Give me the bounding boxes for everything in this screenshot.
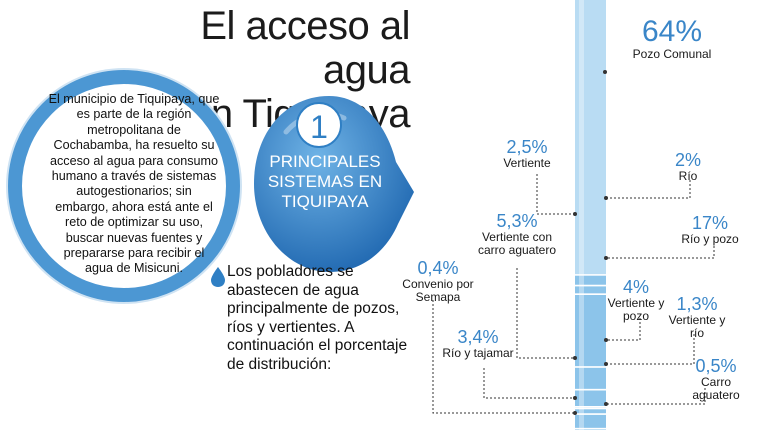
category-label: Pozo Comunal — [632, 47, 712, 61]
label-pozo-comunal: 64% Pozo Comunal — [624, 16, 720, 61]
column-segment-3 — [575, 284, 606, 294]
category-label: Vertiente y pozo — [607, 296, 665, 323]
leader-line — [516, 268, 575, 359]
segment-divider — [575, 274, 606, 276]
label-convenio-semapa: 0,4% Convenio por Semapa — [398, 258, 478, 304]
category-label: Río y tajamar — [442, 346, 514, 360]
column-segment-6 — [575, 388, 606, 406]
category-label: Vertiente con carro aguatero — [477, 230, 557, 257]
leader-dot — [573, 396, 577, 400]
leader-dot — [604, 338, 608, 342]
data-label: 64% — [641, 15, 703, 48]
segment-divider — [575, 427, 606, 430]
segment-divider — [575, 406, 606, 408]
category-label: Carro aguatero — [692, 375, 740, 402]
leader-dot — [604, 196, 608, 200]
segment-divider — [575, 366, 606, 368]
segment-divider — [575, 293, 606, 295]
intro-text: El municipio de Tiquipaya, que es parte … — [48, 92, 220, 276]
segment-divider — [575, 413, 606, 415]
column-segment-1 — [575, 0, 606, 275]
category-label: Convenio por Semapa — [402, 277, 474, 304]
leader-dot — [573, 411, 577, 415]
leader-dot — [604, 256, 608, 260]
leader-dot — [604, 362, 608, 366]
data-label: 0,4% — [417, 258, 459, 278]
leader-line — [432, 300, 575, 414]
title-line-1: El acceso al agua — [200, 4, 410, 92]
leader-dot — [603, 70, 607, 74]
label-rio-y-tajamar: 3,4% Río y tajamar — [436, 327, 520, 360]
label-rio: 2% Río — [660, 150, 716, 183]
data-label: 4% — [622, 277, 649, 297]
label-vertiente-y-rio: 1,3% Vertiente y río — [664, 294, 730, 340]
column-segment-8 — [575, 407, 606, 414]
segment-divider — [575, 388, 606, 391]
leader-line — [606, 180, 691, 199]
leader-dot — [604, 402, 608, 406]
distribution-intro: Los pobladores se abastecen de agua prin… — [227, 263, 408, 373]
water-drop-icon — [211, 267, 225, 287]
label-rio-y-pozo: 17% Río y pozo — [668, 213, 752, 246]
leader-dot — [573, 356, 577, 360]
leader-line — [483, 368, 575, 399]
data-label: 1,3% — [676, 294, 718, 314]
column-segment-9 — [575, 413, 606, 428]
column-highlight — [579, 0, 584, 430]
data-label: 0,5% — [695, 356, 737, 376]
column-segment-4 — [575, 293, 606, 367]
data-label: 2% — [674, 150, 701, 170]
leader-dot — [573, 212, 577, 216]
category-label: Río — [678, 169, 698, 183]
data-label: 5,3% — [496, 211, 538, 231]
segment-divider — [575, 407, 606, 410]
column-segment-5 — [575, 366, 606, 389]
column-segment-2 — [575, 274, 606, 285]
category-label: Río y pozo — [681, 232, 739, 246]
label-vertiente: 2,5% Vertiente — [492, 137, 562, 170]
leader-line — [606, 318, 641, 341]
data-label: 3,4% — [457, 327, 499, 347]
label-vertiente-carro-aguatero: 5,3% Vertiente con carro aguatero — [474, 211, 560, 257]
leader-line — [606, 334, 695, 365]
badge-number: 1 — [296, 102, 342, 148]
segment-divider — [575, 284, 606, 287]
badge-text: PRINCIPALES SISTEMAS EN TIQUIPAYA — [267, 152, 383, 211]
leader-line — [536, 174, 575, 215]
leader-line — [606, 388, 706, 405]
category-label: Vertiente y río — [668, 313, 726, 340]
data-label: 2,5% — [506, 137, 548, 157]
label-vertiente-y-pozo: 4% Vertiente y pozo — [606, 277, 666, 323]
leader-line — [606, 242, 715, 259]
data-label: 17% — [691, 213, 729, 233]
category-label: Vertiente — [503, 156, 551, 170]
label-carro-aguatero: 0,5% Carro aguatero — [680, 356, 752, 402]
